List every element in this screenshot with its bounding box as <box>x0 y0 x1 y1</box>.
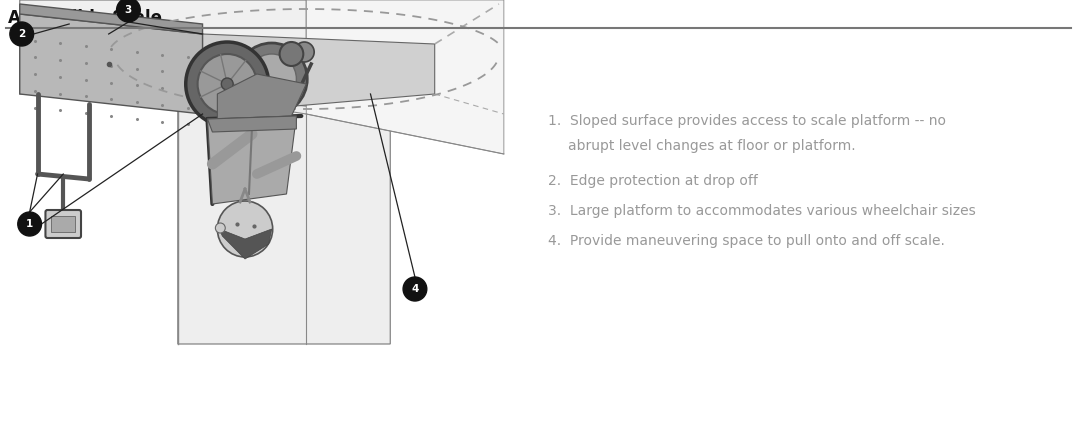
Circle shape <box>294 42 314 62</box>
Circle shape <box>280 42 303 66</box>
Circle shape <box>216 223 226 233</box>
Polygon shape <box>306 0 504 154</box>
Text: 1: 1 <box>26 219 34 229</box>
Text: 2: 2 <box>19 29 25 39</box>
Circle shape <box>247 54 296 104</box>
Text: 3.  Large platform to accommodates various wheelchair sizes: 3. Large platform to accommodates variou… <box>548 204 976 218</box>
Circle shape <box>185 42 269 126</box>
Circle shape <box>237 43 307 115</box>
Circle shape <box>221 78 233 90</box>
Circle shape <box>10 22 34 46</box>
Polygon shape <box>207 116 296 204</box>
Circle shape <box>17 212 41 236</box>
Circle shape <box>403 277 427 301</box>
Circle shape <box>217 201 272 257</box>
Polygon shape <box>178 94 390 344</box>
Text: 4: 4 <box>411 284 419 294</box>
Polygon shape <box>207 116 296 132</box>
Circle shape <box>117 0 141 22</box>
Text: abrupt level changes at floor or platform.: abrupt level changes at floor or platfor… <box>568 139 856 153</box>
Text: 3: 3 <box>125 5 132 15</box>
Polygon shape <box>20 4 203 34</box>
Polygon shape <box>203 34 435 114</box>
Text: 1.  Sloped surface provides access to scale platform -- no: 1. Sloped surface provides access to sca… <box>548 114 946 128</box>
Polygon shape <box>217 74 306 119</box>
Polygon shape <box>20 0 306 114</box>
Circle shape <box>197 54 257 114</box>
Polygon shape <box>20 14 203 114</box>
FancyBboxPatch shape <box>46 210 81 238</box>
Text: 2.  Edge protection at drop off: 2. Edge protection at drop off <box>548 174 759 188</box>
Text: Accessible Scale: Accessible Scale <box>8 9 162 27</box>
FancyBboxPatch shape <box>51 216 75 232</box>
Polygon shape <box>219 229 271 259</box>
Text: 4.  Provide maneuvering space to pull onto and off scale.: 4. Provide maneuvering space to pull ont… <box>548 234 945 248</box>
